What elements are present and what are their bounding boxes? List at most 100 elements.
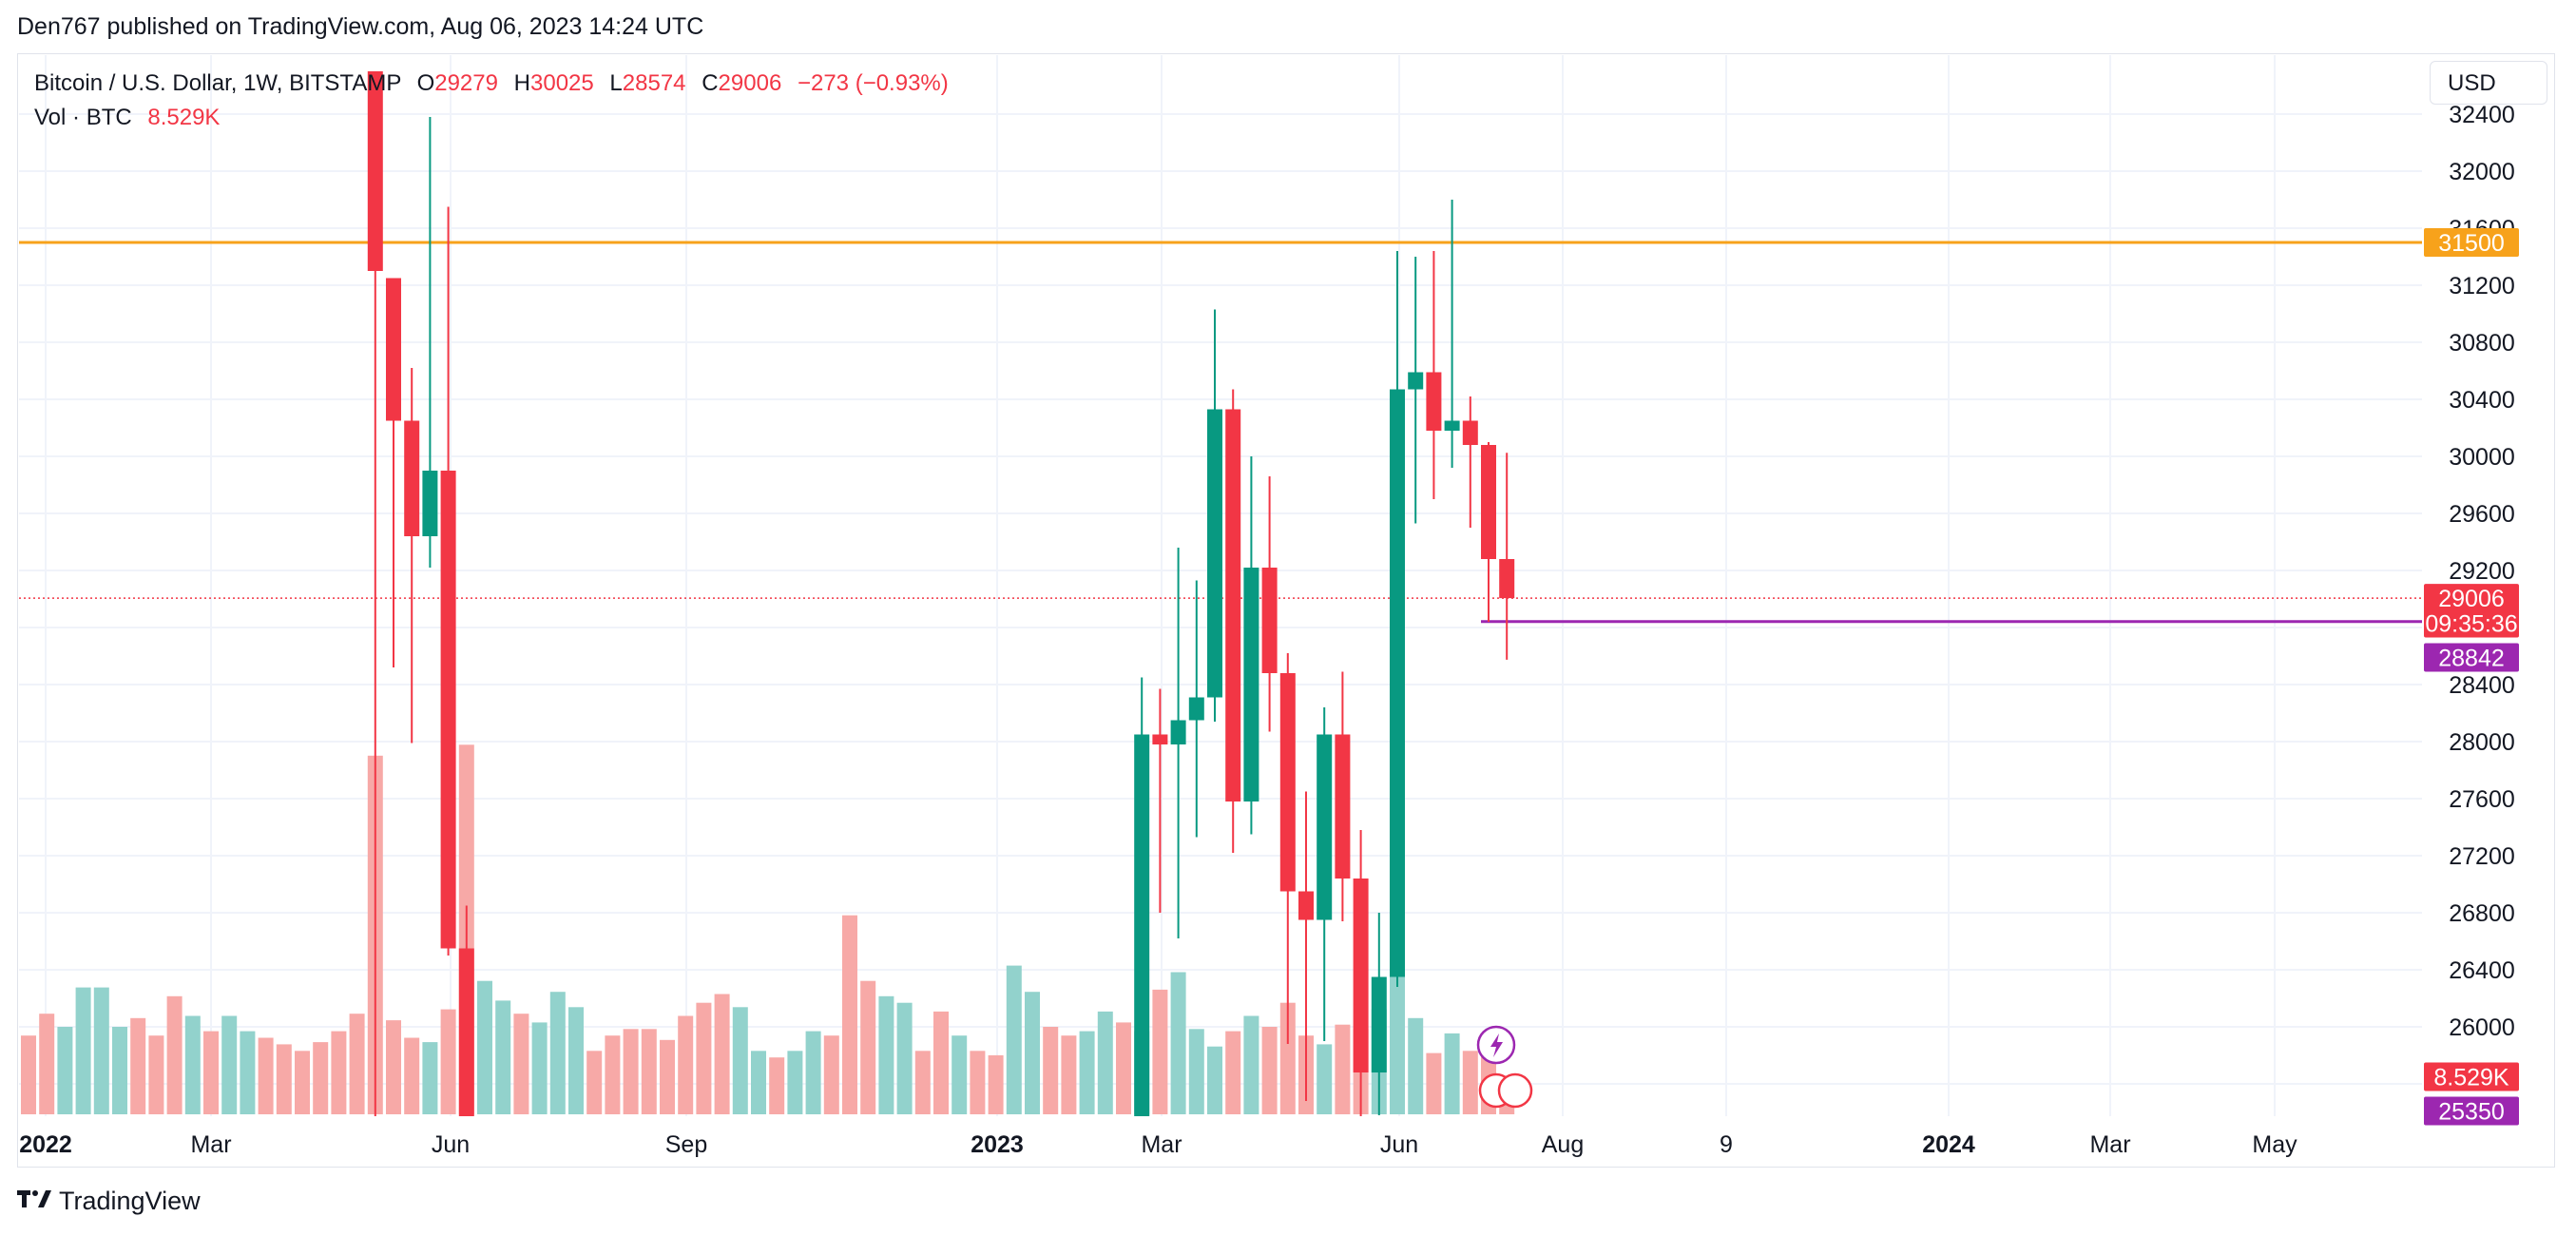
volume-bar (1225, 1031, 1241, 1114)
candle-body (1481, 445, 1496, 559)
candle-body (1426, 372, 1442, 431)
volume-bar (988, 1054, 1004, 1114)
close-value: 29006 (718, 70, 782, 96)
tradingview-logo[interactable]: TradingView (17, 1187, 201, 1216)
volume-bar (531, 1022, 548, 1114)
y-tick-label: 32400 (2449, 102, 2515, 128)
candle-body (1335, 734, 1351, 879)
x-tick-label: May (2252, 1131, 2297, 1158)
volume-bar (1097, 1011, 1113, 1114)
candle-body (1390, 389, 1405, 977)
volume-bar (933, 1011, 949, 1114)
candle-body (1261, 568, 1278, 673)
volume-bar (276, 1044, 292, 1114)
y-tick-label: 27600 (2449, 786, 2515, 813)
volume-bar (549, 992, 566, 1114)
x-tick-label: Mar (1141, 1131, 1182, 1158)
y-tick-label: 29600 (2449, 501, 2515, 528)
candle-body (1317, 734, 1333, 920)
price-badge (2424, 643, 2519, 672)
y-tick-label: 30400 (2449, 387, 2515, 414)
volume-bar (1043, 1027, 1059, 1114)
volume-bar (422, 1042, 438, 1114)
high-label: H (513, 70, 530, 96)
volume-label[interactable]: Vol · BTC (34, 105, 132, 130)
volume-bar (787, 1051, 803, 1114)
y-tick-label: 30800 (2449, 330, 2515, 357)
y-tick-label: 29200 (2449, 558, 2515, 585)
volume-bar (1188, 1029, 1204, 1114)
x-tick-label: Aug (1542, 1131, 1584, 1158)
currency-button[interactable]: USD (2430, 61, 2547, 105)
volume-bar (130, 1017, 146, 1114)
price-badge (2424, 1096, 2519, 1126)
volume-bar (623, 1029, 639, 1114)
candle-body (1170, 720, 1186, 744)
volume-bar (1079, 1031, 1095, 1114)
volume-bar (1444, 1033, 1460, 1114)
x-tick-label: 2023 (971, 1131, 1024, 1158)
tradingview-logo-icon (17, 1187, 51, 1216)
volume-bar (678, 1015, 694, 1114)
volume-bar (878, 995, 894, 1114)
candle-body (1408, 372, 1424, 390)
candle-body (1243, 568, 1259, 801)
volume-bar (896, 1002, 913, 1114)
candle-body (1188, 697, 1204, 721)
candle-body (1207, 409, 1222, 698)
candle-body (1152, 734, 1168, 744)
x-tick-label: Mar (2089, 1131, 2130, 1158)
volume-bar (696, 1002, 712, 1114)
symbol-legend: Bitcoin / U.S. Dollar, 1W, BITSTAMP O292… (34, 67, 949, 135)
candle-body (404, 420, 420, 536)
volume-bar (860, 980, 876, 1114)
price-badge-label: 29006 (2438, 586, 2505, 612)
volume-bar (21, 1035, 36, 1114)
candle-body (458, 948, 474, 1116)
candle-body (1499, 559, 1515, 599)
price-badge-label: 28842 (2438, 646, 2505, 672)
volume-bar (714, 994, 730, 1114)
y-tick-label: 31200 (2449, 273, 2515, 299)
price-badge (2424, 228, 2519, 257)
volume-bar (495, 1000, 511, 1114)
chart-frame[interactable] (17, 53, 2555, 1168)
volume-bar (769, 1057, 785, 1114)
candle-body (1462, 420, 1478, 445)
change-value: −273 (−0.93%) (797, 70, 949, 96)
volume-bar (75, 987, 91, 1114)
volume-bar (240, 1031, 256, 1114)
volume-bar (1279, 1002, 1296, 1114)
volume-bar (1116, 1022, 1131, 1114)
x-tick-label: Mar (190, 1131, 231, 1158)
volume-bar (1426, 1053, 1442, 1114)
candle-body (1444, 420, 1460, 431)
ohlc-row: Bitcoin / U.S. Dollar, 1W, BITSTAMP O292… (34, 67, 949, 101)
close-label: C (702, 70, 719, 96)
volume-bar (166, 995, 183, 1114)
volume-bar (203, 1031, 219, 1114)
lightning-event-glyph (1490, 1033, 1503, 1057)
volume-bar (1025, 992, 1040, 1114)
volume-bar (1317, 1044, 1333, 1114)
volume-bar (1390, 974, 1405, 1114)
volume-bar (331, 1031, 347, 1114)
price-badge (2424, 584, 2519, 613)
low-label: L (609, 70, 623, 96)
y-tick-label: 28400 (2449, 672, 2515, 699)
volume-value: 8.529K (147, 105, 221, 130)
volume-bar (1408, 1017, 1424, 1114)
volume-bar (1243, 1015, 1259, 1114)
y-tick-label: 26400 (2449, 957, 2515, 984)
volume-bar (1462, 1051, 1478, 1114)
volume-bar (641, 1029, 657, 1114)
volume-bar (605, 1035, 621, 1114)
volume-bar (93, 987, 109, 1114)
volume-bar (313, 1042, 329, 1114)
x-tick-label: Jun (432, 1131, 470, 1158)
candle-body (1353, 879, 1369, 1072)
symbol-title[interactable]: Bitcoin / U.S. Dollar, 1W, BITSTAMP (34, 70, 401, 96)
volume-bar (660, 1039, 675, 1114)
y-tick-label: 30000 (2449, 444, 2515, 471)
